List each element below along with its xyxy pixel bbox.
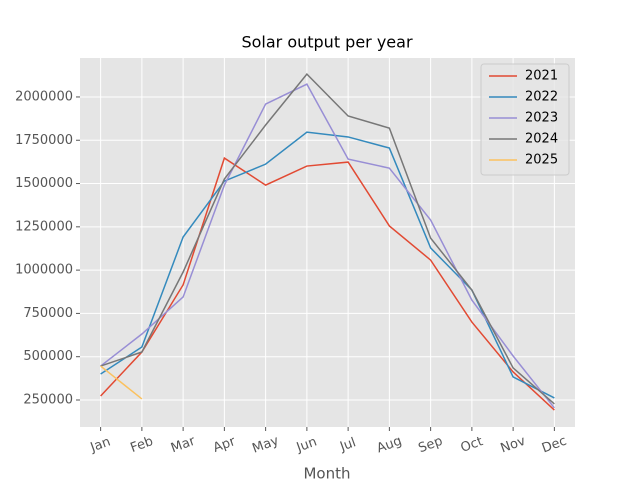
legend-label: 2023 bbox=[525, 111, 558, 126]
x-tick-label: Jan bbox=[88, 435, 113, 456]
line bbox=[100, 156, 555, 411]
chart-title: Solar output per year bbox=[241, 33, 413, 52]
x-axis-label: Month bbox=[303, 465, 350, 480]
legend-box bbox=[480, 63, 570, 176]
legend-label: 2021 bbox=[525, 69, 558, 84]
y-tick-label: 1750000 bbox=[15, 133, 73, 148]
line bbox=[100, 83, 555, 409]
x-tick-label: Jul bbox=[337, 435, 358, 455]
y-tick-label: 750000 bbox=[23, 306, 73, 321]
y-tick-label: 2000000 bbox=[15, 89, 73, 104]
x-tick-label: Jun bbox=[294, 434, 319, 455]
x-tick-label: Oct bbox=[459, 434, 485, 456]
legend-label: 2025 bbox=[525, 153, 558, 168]
y-tick-label: 1500000 bbox=[15, 176, 73, 191]
y-tick-label: 1000000 bbox=[15, 263, 73, 278]
line bbox=[100, 72, 555, 405]
legend-label: 2024 bbox=[525, 132, 558, 147]
y-tick-label: 250000 bbox=[23, 392, 73, 407]
x-tick-label: Apr bbox=[211, 434, 238, 456]
x-tick-label: Feb bbox=[128, 434, 155, 456]
line bbox=[100, 365, 143, 400]
y-tick-label: 1250000 bbox=[15, 219, 73, 234]
legend-label: 2022 bbox=[525, 90, 558, 105]
y-tick-label: 500000 bbox=[23, 349, 73, 364]
